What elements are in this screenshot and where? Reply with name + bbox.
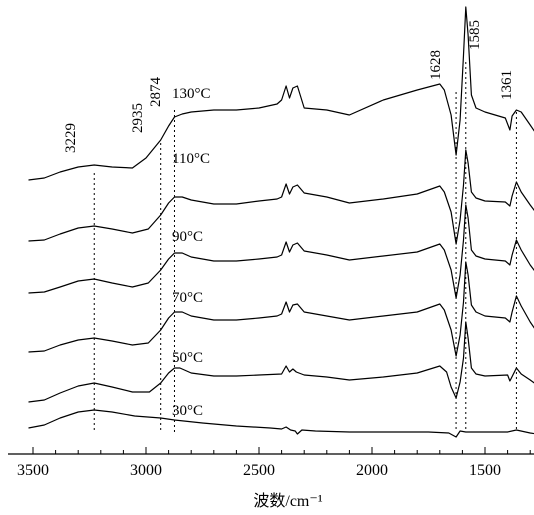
x-tick-label: 3000 [130, 462, 162, 479]
peak-label: 3229 [63, 123, 79, 153]
temperature-label: 70°C [172, 290, 203, 306]
peak-label: 1585 [467, 20, 483, 50]
peak-label: 2874 [148, 77, 164, 108]
x-tick-label: 3500 [17, 462, 49, 479]
spectra-curves [28, 6, 534, 438]
x-tick-label: 1500 [469, 462, 501, 479]
temperature-label: 30°C [172, 403, 203, 419]
spectrum-line-90c [28, 204, 534, 299]
peak-marker-lines [93, 62, 517, 432]
spectrum-line-50c [28, 321, 534, 403]
spectrum-line-130c [28, 6, 534, 181]
x-axis-ticks: 3500 3000 2500 2000 1500 [17, 447, 531, 479]
spectrum-line-70c [28, 261, 534, 357]
temperature-label: 90°C [172, 229, 203, 245]
x-axis-label: 波数/cm⁻¹ [253, 492, 322, 510]
x-tick-label: 2500 [243, 462, 275, 479]
peak-label: 2935 [130, 103, 146, 133]
spectrum-line-30c [28, 409, 534, 438]
temperature-label: 50°C [172, 350, 203, 366]
temperature-label: 110°C [172, 151, 210, 167]
spectrum-line-110c [28, 149, 534, 245]
x-tick-label: 2000 [356, 462, 388, 479]
temperature-labels: 30°C 50°C 70°C 90°C 110°C 130°C [172, 86, 211, 419]
peak-label: 1361 [499, 70, 515, 100]
peak-label: 1628 [428, 50, 444, 80]
temperature-label: 130°C [172, 86, 211, 102]
